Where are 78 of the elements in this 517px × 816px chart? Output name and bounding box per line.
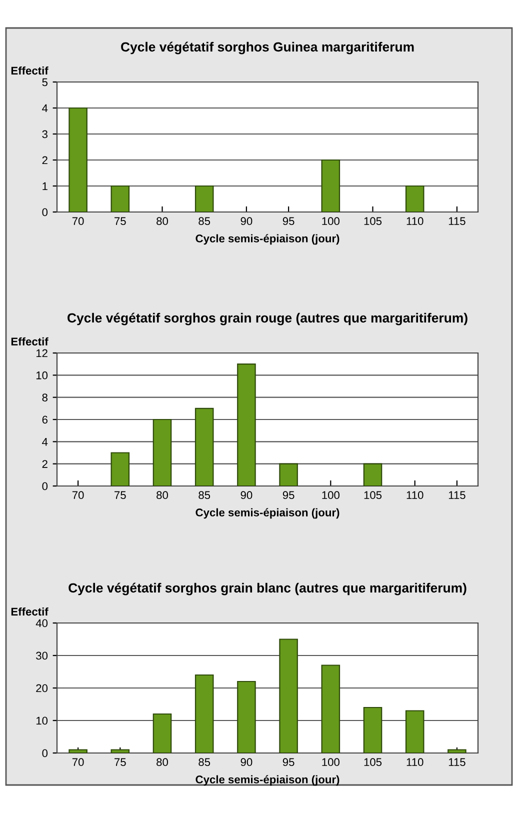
y-tick-label: 0: [42, 482, 48, 490]
x-tick-label: 100: [322, 491, 340, 500]
bar: [152, 418, 172, 486]
x-tick-label: 115: [448, 491, 466, 500]
x-tick-label: 90: [240, 217, 252, 226]
y-tick-label: 40: [36, 619, 48, 628]
y-tick-label: 1: [42, 182, 48, 190]
x-axis-title: Cycle semis-épiaison (jour): [196, 508, 340, 519]
y-tick-label: 30: [36, 652, 48, 660]
x-axis-title: Cycle semis-épiaison (jour): [196, 234, 340, 245]
y-tick-label: 4: [42, 104, 48, 112]
y-tick-label: 20: [36, 684, 48, 692]
bar: [194, 674, 214, 753]
bar: [68, 749, 88, 753]
bar: [110, 749, 130, 753]
x-tick-label: 110: [406, 491, 424, 500]
y-tick-label: 0: [42, 208, 48, 216]
y-axis-title: Effectif: [11, 66, 48, 75]
x-tick-label: 80: [156, 217, 168, 226]
x-tick-label: 95: [282, 217, 294, 226]
x-tick-label: 115: [448, 217, 466, 226]
y-axis-title: Effectif: [11, 337, 48, 346]
bar: [68, 107, 88, 212]
y-tick-label: 3: [42, 130, 48, 138]
y-tick-label: 2: [42, 156, 48, 164]
x-tick-label: 85: [198, 491, 210, 500]
bar: [152, 713, 172, 753]
bar: [237, 680, 256, 753]
y-tick-label: 10: [36, 716, 48, 725]
y-tick-label: 4: [42, 438, 48, 446]
bar: [363, 463, 382, 486]
x-tick-label: 90: [240, 491, 252, 500]
x-tick-label: 75: [114, 491, 126, 500]
x-tick-label: 80: [156, 491, 168, 500]
bar: [110, 185, 130, 212]
y-tick-label: 5: [42, 78, 48, 86]
x-tick-label: 85: [198, 217, 210, 226]
x-tick-label: 105: [364, 491, 382, 500]
bar: [110, 452, 130, 486]
bar: [405, 185, 424, 212]
x-tick-label: 105: [364, 217, 382, 226]
y-tick-label: 8: [42, 394, 48, 402]
x-tick-label: 110: [406, 758, 424, 766]
chart-title: Cycle végétatif sorghos Guinea margaritiferum: [121, 42, 414, 54]
chart-title: Cycle végétatif sorghos grain rouge (autres que margaritiferum): [68, 312, 468, 326]
y-axis-title: Effectif: [11, 607, 48, 616]
bar: [321, 159, 340, 212]
x-tick-label: 75: [114, 758, 126, 766]
x-tick-label: 90: [240, 758, 252, 766]
chart-title: Cycle végétatif sorghos grain blanc (autres que margaritiferum): [68, 582, 466, 596]
x-axis-title: Cycle semis-épiaison (jour): [196, 775, 340, 786]
x-tick-label: 80: [156, 758, 168, 766]
bar: [194, 185, 214, 212]
x-tick-label: 70: [72, 217, 84, 226]
bar: [279, 638, 298, 753]
bar: [321, 664, 340, 753]
y-tick-label: 10: [36, 371, 48, 380]
x-tick-label: 105: [364, 758, 382, 766]
bar: [279, 463, 298, 486]
y-tick-label: 2: [42, 460, 48, 468]
x-tick-label: 95: [282, 491, 294, 500]
x-tick-label: 95: [282, 758, 294, 766]
y-tick-label: 12: [36, 349, 48, 358]
x-tick-label: 115: [448, 758, 466, 766]
bar: [448, 749, 466, 753]
x-tick-label: 75: [114, 217, 126, 226]
bar: [237, 364, 256, 486]
x-tick-label: 70: [72, 758, 84, 766]
y-tick-label: 0: [42, 749, 48, 758]
x-tick-label: 100: [322, 217, 340, 226]
y-tick-label: 6: [42, 416, 48, 424]
x-tick-label: 100: [322, 758, 340, 766]
bar: [405, 710, 424, 753]
bar: [363, 706, 382, 753]
x-tick-label: 70: [72, 491, 84, 500]
bar: [194, 408, 214, 486]
x-tick-label: 110: [406, 217, 424, 226]
x-tick-label: 85: [198, 758, 210, 766]
